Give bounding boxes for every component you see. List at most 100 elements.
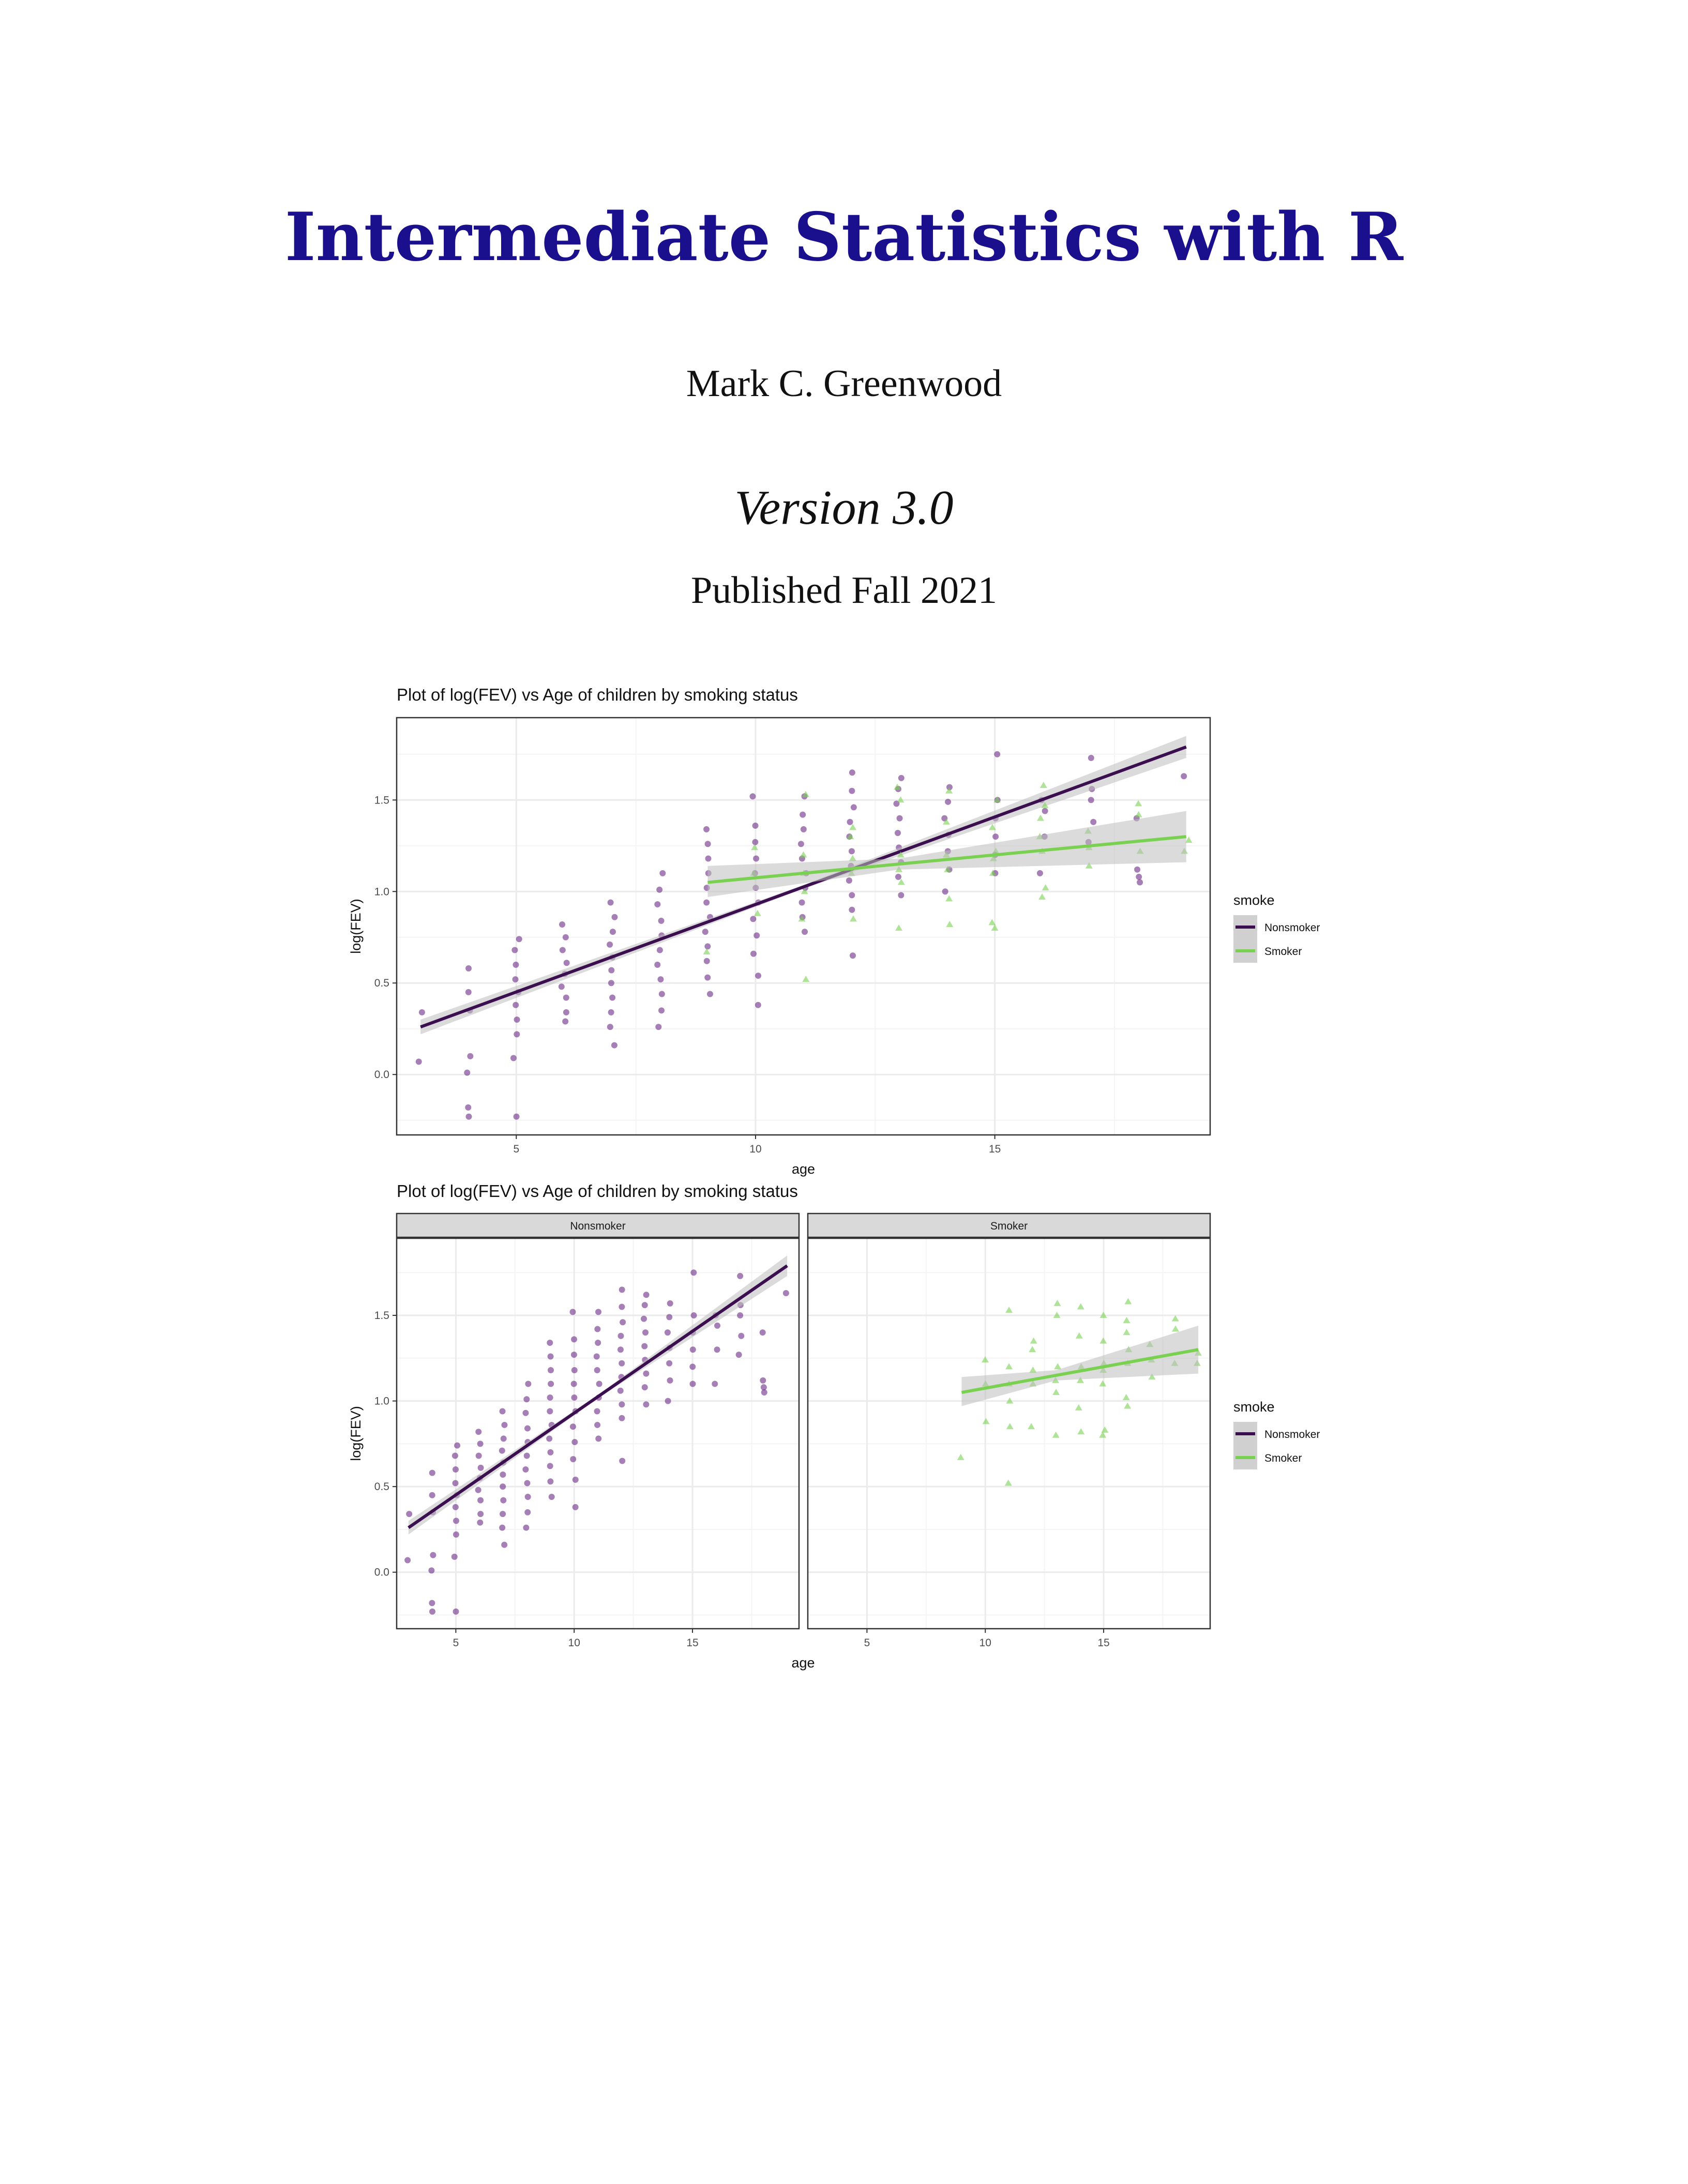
chart1-y-tick-label: 1.0 (374, 886, 389, 898)
chart1-point-nonsmoker (607, 899, 614, 906)
chart2-facet-smoker-point-smoker (1172, 1325, 1180, 1332)
chart2-facet-nonsmoker-point-nonsmoker (452, 1504, 459, 1510)
chart2-facet-smoker-point-smoker (1076, 1376, 1084, 1383)
chart1-point-nonsmoker (1042, 808, 1048, 814)
chart1-point-nonsmoker (849, 892, 855, 899)
chart2-facet-nonsmoker-point-nonsmoker (594, 1408, 600, 1415)
chart2-facet-smoker-point-smoker (1075, 1332, 1083, 1339)
chart2-facet-smoker-point-smoker (1123, 1316, 1131, 1323)
chart1-point-nonsmoker (658, 991, 665, 997)
chart2-facet-nonsmoker-y-tick-label: 0.5 (374, 1481, 389, 1493)
chart2-facet-nonsmoker-point-nonsmoker (525, 1381, 532, 1387)
chart2-facet-nonsmoker-point-nonsmoker (641, 1384, 648, 1391)
chart2-facet-nonsmoker-point-nonsmoker (594, 1367, 600, 1373)
chart2-facet-nonsmoker-x-tick-label: 10 (568, 1637, 580, 1649)
chart1-point-nonsmoker (654, 961, 661, 968)
chart1-point-nonsmoker (992, 833, 999, 840)
chart1-title: Plot of log(FEV) vs Age of children by s… (397, 685, 798, 704)
chart1-point-nonsmoker (607, 941, 613, 948)
chart2-facet-nonsmoker-point-nonsmoker (667, 1300, 673, 1307)
version-label: Version 3.0 (734, 481, 954, 535)
chart1-point-nonsmoker (1088, 797, 1094, 803)
chart2-facet-nonsmoker-x-tick-label: 5 (453, 1637, 459, 1649)
chart2-facet-smoker-panel-border (807, 1237, 1211, 1630)
chart2-facet-smoker-fit-line-smoker (961, 1348, 1199, 1394)
chart1-point-nonsmoker (513, 1002, 519, 1008)
chart2-facet-nonsmoker-point-nonsmoker (759, 1329, 766, 1336)
chart2-facet-nonsmoker-point-nonsmoker (475, 1429, 482, 1435)
chart1-point-smoker (942, 818, 950, 825)
chart2-facet-nonsmoker-point-nonsmoker (595, 1339, 601, 1346)
chart2-facet-nonsmoker-point-nonsmoker (619, 1401, 625, 1408)
chart1-point-smoker (802, 791, 809, 797)
chart2-facet-nonsmoker-point-nonsmoker (547, 1449, 554, 1455)
chart2-facet-nonsmoker-point-nonsmoker (430, 1552, 436, 1558)
chart1-point-smoker (945, 895, 953, 902)
chart1-point-nonsmoker (752, 822, 759, 829)
chart2-facet-nonsmoker-point-nonsmoker (619, 1415, 625, 1421)
chart2-facet-nonsmoker-point-nonsmoker (690, 1312, 697, 1319)
chart2-facet-smoker-point-smoker (1123, 1329, 1131, 1336)
chart1-point-nonsmoker (800, 811, 806, 818)
chart1-point-nonsmoker (464, 1069, 471, 1076)
chart2-facet-smoker-x-tick-label: 10 (979, 1637, 991, 1649)
chart1-point-nonsmoker (512, 976, 519, 983)
chart2-facet-nonsmoker-point-nonsmoker (735, 1352, 742, 1358)
chart1-point-nonsmoker (654, 901, 661, 908)
chart2-facet-nonsmoker-point-nonsmoker (524, 1494, 531, 1500)
chart1-point-nonsmoker (563, 1009, 569, 1015)
chart1-point-smoker (703, 948, 711, 955)
chart2-facet-nonsmoker-point-nonsmoker (499, 1524, 506, 1531)
chart2-facet-nonsmoker-point-nonsmoker (642, 1329, 649, 1336)
chart1-point-smoker (1038, 893, 1046, 900)
chart2-facet-nonsmoker-point-nonsmoker (453, 1608, 459, 1615)
chart2-facet-nonsmoker-point-nonsmoker (619, 1458, 626, 1464)
chart2-facet-nonsmoker-point-nonsmoker (523, 1524, 530, 1531)
chart1-point-nonsmoker (608, 980, 614, 987)
chart1-point-nonsmoker (563, 994, 569, 1001)
chart2-facet-nonsmoker-point-nonsmoker (665, 1398, 671, 1404)
chart2-facet-nonsmoker-point-nonsmoker (712, 1381, 718, 1387)
chart2-legend-label-nonsmoker: Nonsmoker (1264, 1429, 1320, 1440)
chart1-point-nonsmoker (755, 973, 762, 979)
chart2-facet-nonsmoker-point-nonsmoker (737, 1312, 744, 1319)
chart1-point-nonsmoker (511, 947, 518, 953)
chart1-point-nonsmoker (1090, 818, 1097, 825)
chart2-facet-nonsmoker-point-nonsmoker (477, 1497, 484, 1504)
chart2-facet-nonsmoker-point-nonsmoker (761, 1389, 767, 1396)
chart1-point-nonsmoker (658, 917, 665, 924)
chart1-point-nonsmoker (704, 974, 711, 981)
chart2-facet-nonsmoker-point-nonsmoker (501, 1421, 508, 1428)
chart1-point-nonsmoker (514, 1031, 520, 1038)
chart1-ribbon-smoker (707, 811, 1186, 897)
chart1-point-smoker (800, 851, 807, 858)
chart1-x-tick-label: 15 (989, 1143, 1001, 1155)
scatter-chart-combined: Plot of log(FEV) vs Age of children by s… (348, 685, 1320, 1177)
chart2-facet-nonsmoker-point-nonsmoker (500, 1435, 507, 1442)
chart2-facet-smoker-point-smoker (1054, 1363, 1062, 1370)
chart1-point-smoker (798, 915, 806, 922)
chart1-point-smoker (988, 919, 996, 926)
chart2-facet-smoker-point-smoker (1005, 1363, 1013, 1370)
chart1-legend-title: smoke (1233, 892, 1275, 908)
chart1-point-nonsmoker (752, 839, 759, 845)
chart2-facet-nonsmoker-point-nonsmoker (404, 1557, 411, 1564)
chart2-facet-nonsmoker-point-nonsmoker (451, 1553, 458, 1560)
chart1-point-nonsmoker (800, 826, 807, 832)
chart1-point-nonsmoker (1181, 773, 1187, 780)
chart2-facet-nonsmoker-point-nonsmoker (571, 1439, 578, 1446)
chart1-legend-label-nonsmoker: Nonsmoker (1264, 922, 1320, 934)
chart2-facet-nonsmoker-point-nonsmoker (689, 1363, 696, 1370)
chart2-facet-nonsmoker-point-nonsmoker (547, 1353, 554, 1360)
chart1-point-nonsmoker (945, 798, 952, 805)
chart2-facet-nonsmoker-point-nonsmoker (595, 1309, 602, 1315)
chart2-facet-smoker-point-smoker (1099, 1312, 1107, 1318)
chart2-facet-smoker-point-smoker (1099, 1431, 1107, 1438)
chart2-facet-nonsmoker-point-nonsmoker (524, 1480, 531, 1487)
chart1-fit-line-nonsmoker (420, 745, 1187, 1028)
chart2-facet-nonsmoker-point-nonsmoker (475, 1487, 481, 1493)
chart2-facet-smoker-point-smoker (1030, 1337, 1037, 1344)
chart2-facet-nonsmoker-point-nonsmoker (477, 1464, 484, 1471)
chart1-point-nonsmoker (513, 1113, 520, 1120)
chart2-facet-smoker-point-smoker (1075, 1404, 1082, 1410)
